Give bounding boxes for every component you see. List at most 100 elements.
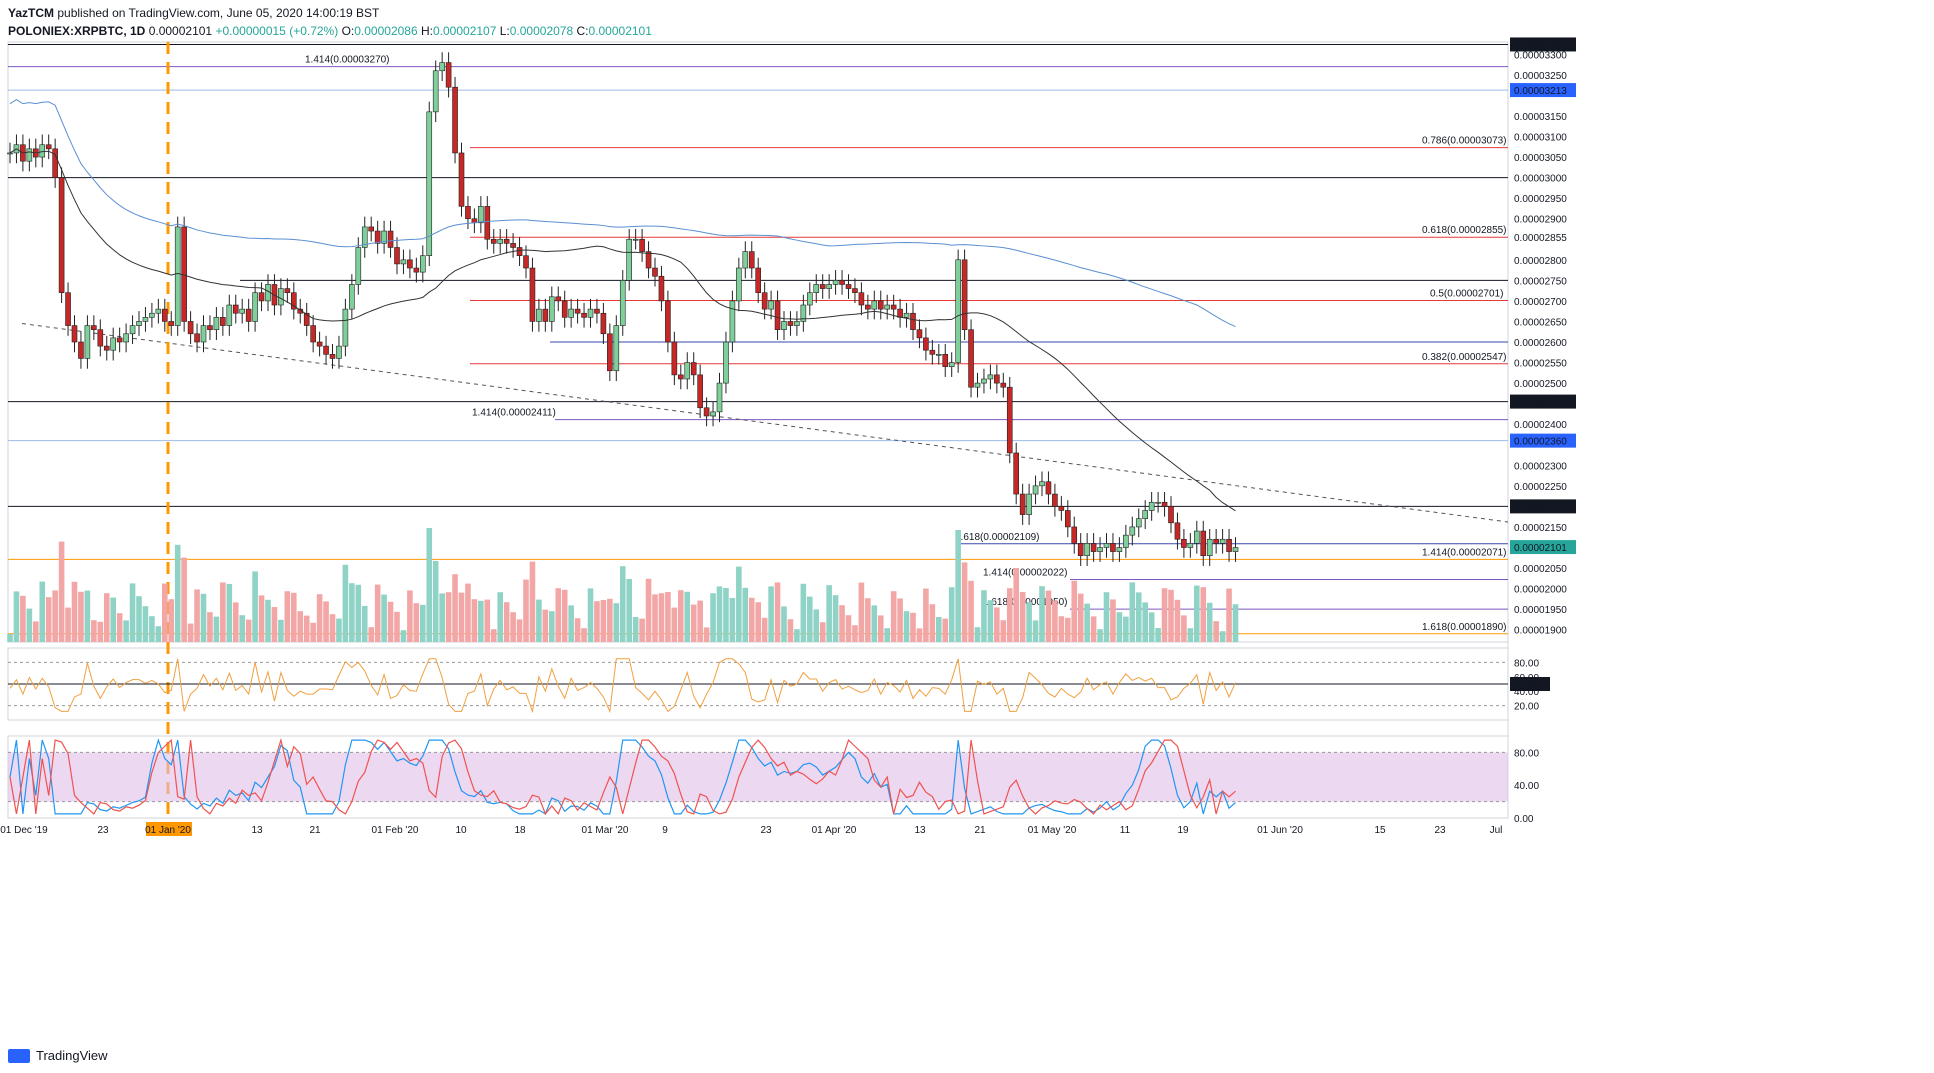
candle (981, 378, 987, 384)
candle (303, 312, 310, 326)
volume-bar (1032, 620, 1039, 642)
candle (1071, 526, 1078, 544)
tradingview-logo[interactable]: TradingView (8, 1048, 108, 1063)
candle (45, 144, 52, 150)
candle (439, 62, 445, 72)
candle (1187, 543, 1194, 548)
y-tick-label: 0.00002800 (1514, 256, 1567, 267)
x-tick-label: 01 Jan '20 (145, 825, 191, 836)
x-tick-label: 21 (309, 825, 321, 836)
candle (1116, 547, 1123, 552)
fib-annotation: 1.414(0.00002071) (1422, 547, 1507, 558)
volume-bar (1142, 602, 1148, 642)
y-tick-label: 0.00002900 (1514, 215, 1567, 226)
volume-bar (645, 578, 652, 642)
candle (955, 259, 961, 363)
candle (523, 255, 529, 269)
volume-bar (1045, 590, 1052, 642)
volume-bar (265, 599, 271, 642)
y-tick-badge (1510, 499, 1576, 514)
candle (342, 308, 349, 347)
volume-bar (929, 604, 936, 642)
volume-bar (426, 528, 433, 642)
candle (26, 148, 33, 162)
candle (478, 206, 484, 224)
symbol-label: POLONIEX:XRPBTC, 1D (8, 24, 146, 38)
candle (568, 308, 574, 318)
volume-bar (807, 596, 813, 642)
volume-bar (568, 605, 574, 642)
volume-bar (523, 579, 529, 642)
candle (1181, 538, 1187, 548)
fib-annotation: 0.5(0.00002701) (1430, 288, 1503, 299)
publish-info: published on TradingView.com, June 05, 2… (57, 6, 380, 20)
y-tick-label: 0.00002200 (1514, 502, 1567, 513)
y-tick-badge (1510, 394, 1576, 409)
volume-bar (968, 580, 974, 642)
ohlc-line: POLONIEX:XRPBTC, 1D 0.00002101 +0.000000… (8, 24, 652, 38)
candle (490, 238, 497, 244)
fib-annotation: 1.414(0.00002411) (472, 408, 556, 419)
volume-bar (839, 605, 845, 642)
volume-bar (284, 591, 291, 642)
candle (594, 308, 600, 314)
x-tick-label: 01 Dec '19 (0, 825, 48, 836)
candle (645, 251, 652, 269)
candle (1013, 452, 1020, 495)
candle (968, 329, 974, 388)
candle (1174, 522, 1181, 540)
candle (419, 255, 426, 273)
candle (961, 259, 968, 330)
candle (407, 259, 413, 269)
candle (71, 325, 78, 343)
volume-bar (420, 604, 426, 642)
y-tick-label: 0.00003213 (1514, 86, 1567, 97)
candle (877, 300, 884, 310)
volume-bar (516, 619, 523, 642)
volume-bar (478, 600, 484, 642)
volume-bar (1181, 615, 1187, 642)
volume-bar (136, 596, 142, 642)
x-tick-label: 18 (514, 825, 526, 836)
volume-bar (303, 615, 310, 642)
y-tick-badge (1510, 433, 1576, 448)
volume-bar (387, 601, 394, 642)
volume-bar (910, 612, 916, 642)
volume-bar (832, 595, 839, 642)
candle (465, 206, 471, 220)
volume-bar (84, 590, 91, 642)
candle (84, 325, 91, 359)
fib-annotation: 0.382(0.00002547) (1422, 352, 1507, 363)
volume-bar (1129, 582, 1136, 642)
y-tick-label: 0.00003050 (1514, 153, 1567, 164)
candle (52, 148, 58, 178)
volume-bar (458, 592, 465, 642)
volume-bar (1232, 604, 1239, 642)
rsi-badge (1510, 677, 1550, 691)
candle (413, 267, 420, 273)
volume-bar (252, 571, 258, 642)
candle (187, 321, 194, 335)
volume-bar (110, 597, 116, 642)
volume-bar (33, 621, 39, 642)
candle (910, 312, 916, 330)
y-tick-label: 0.00002750 (1514, 276, 1567, 287)
volume-bar (1110, 599, 1116, 642)
candle (174, 226, 181, 326)
y-tick-label: 0.00002455 (1514, 398, 1567, 409)
candle (1148, 501, 1155, 511)
candle (361, 226, 368, 248)
trend-line (21, 323, 1509, 523)
volume-bar (1065, 617, 1071, 642)
volume-bar (1168, 589, 1174, 642)
candle (723, 341, 729, 384)
candle (542, 308, 549, 322)
rsi-line (9, 658, 1236, 714)
volume-bar (52, 590, 58, 642)
volume-bar (142, 606, 149, 642)
volume-bar (897, 598, 903, 642)
candle (1155, 501, 1161, 504)
volume-bar (1135, 592, 1142, 642)
candle (994, 374, 1000, 384)
